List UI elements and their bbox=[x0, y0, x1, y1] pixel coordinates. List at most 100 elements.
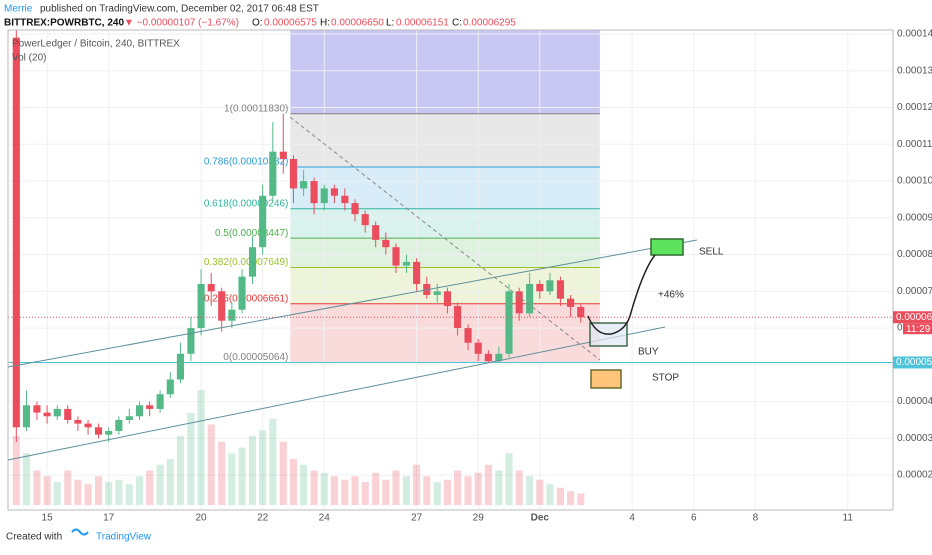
candle-body bbox=[176, 353, 184, 380]
candle-body bbox=[361, 214, 369, 226]
volume-bar bbox=[433, 482, 441, 505]
candle-body bbox=[289, 159, 298, 189]
fib-label: 0.618(0.00009246) bbox=[204, 198, 289, 209]
candle-body bbox=[413, 261, 421, 284]
volume-bar bbox=[372, 472, 380, 505]
volume-bar bbox=[156, 464, 164, 505]
y-tick-label: 0.00011000 bbox=[897, 139, 932, 150]
volume-bar bbox=[269, 418, 277, 505]
footer-created: Created with bbox=[6, 532, 62, 543]
h-label: H: bbox=[320, 18, 330, 29]
candle-body bbox=[341, 195, 349, 204]
h-value: 0.00006650 bbox=[331, 18, 384, 29]
candle-body bbox=[556, 280, 564, 299]
volume-bar bbox=[53, 482, 61, 505]
volume-bar bbox=[33, 470, 41, 505]
volume-bar bbox=[423, 476, 431, 505]
candle-body bbox=[74, 419, 82, 424]
drawings bbox=[7, 116, 698, 461]
volume-bar bbox=[238, 447, 246, 505]
author[interactable]: Merrie bbox=[4, 4, 33, 15]
x-tick-label: 8 bbox=[753, 513, 759, 524]
symbol: BITTREX:POWRBTC, 240 bbox=[4, 18, 124, 29]
volume-bar bbox=[197, 390, 205, 505]
fib-label: 0.5(0.00008447) bbox=[215, 228, 288, 239]
volume-bar bbox=[259, 430, 267, 505]
candle-body bbox=[279, 151, 287, 160]
upper-channel bbox=[7, 239, 698, 368]
candle-body bbox=[115, 419, 123, 431]
volume-bar bbox=[135, 476, 144, 505]
x-tick-label: 6 bbox=[691, 513, 697, 524]
x-tick-label: 11 bbox=[843, 513, 854, 524]
volume-bar bbox=[402, 476, 411, 505]
candle-body bbox=[43, 412, 51, 417]
volume-bar bbox=[361, 482, 369, 505]
volume-bar bbox=[351, 476, 359, 505]
candle-body bbox=[33, 405, 41, 413]
fib-zone bbox=[290, 113, 600, 168]
candle-body bbox=[526, 283, 534, 314]
volume-bar bbox=[567, 491, 575, 505]
candle-body bbox=[259, 195, 267, 248]
candle-body bbox=[515, 291, 523, 314]
volume-bar bbox=[413, 464, 421, 505]
volume-bar bbox=[84, 484, 92, 505]
fib-zone bbox=[290, 167, 600, 209]
y-tick-label: 0.00007000 bbox=[897, 286, 932, 297]
last-price-label: 0.00006295 bbox=[896, 312, 932, 323]
candle-body bbox=[269, 151, 277, 196]
candle-body bbox=[135, 405, 144, 417]
fib-label: 0.786(0.00010382) bbox=[204, 157, 289, 168]
y-tick-label: 0.00008000 bbox=[897, 249, 932, 260]
sell-box bbox=[650, 238, 684, 256]
candle-body bbox=[454, 306, 462, 329]
candle-body bbox=[567, 298, 575, 307]
volume-bar bbox=[166, 459, 174, 505]
footer-brand[interactable]: TradingView bbox=[96, 532, 152, 543]
y-tick-label: 0.00003000 bbox=[897, 433, 932, 444]
fib-base-label: 0.00005064 bbox=[896, 357, 932, 368]
candle-body bbox=[392, 247, 400, 266]
fib-zone bbox=[290, 303, 600, 363]
candle-body bbox=[577, 306, 585, 318]
y-tick-label: 0.00014000 bbox=[897, 29, 932, 40]
candle-body bbox=[156, 394, 164, 409]
fib-base-tag bbox=[893, 356, 932, 369]
candle-body bbox=[125, 416, 133, 420]
candle-body bbox=[12, 37, 20, 428]
volume-bar bbox=[382, 479, 390, 505]
chart-title: PowerLedger / Bitcoin, 240, BITTREX bbox=[12, 39, 180, 50]
brand-icon bbox=[71, 528, 89, 536]
x-tick-label: 20 bbox=[196, 513, 208, 524]
volume-bar bbox=[105, 482, 113, 505]
candle-body bbox=[474, 342, 482, 354]
candle-body bbox=[402, 261, 411, 266]
volume-bar bbox=[464, 476, 472, 505]
candle-body bbox=[238, 276, 246, 310]
volume-bar bbox=[12, 436, 20, 505]
y-tick-label: 0.00010000 bbox=[897, 176, 932, 187]
fib-label: 0.236(0.00006661) bbox=[204, 293, 289, 304]
volume-bar bbox=[94, 476, 103, 505]
candle-body bbox=[22, 405, 31, 428]
candle-body bbox=[464, 328, 472, 343]
volume-bar bbox=[228, 453, 236, 505]
gain-label: +46% bbox=[658, 290, 684, 301]
candle-body bbox=[495, 353, 503, 362]
volume-bar bbox=[115, 479, 123, 505]
o-value: 0.00006575 bbox=[264, 18, 317, 29]
y-tick-label: 0.00009000 bbox=[897, 212, 932, 223]
candle-body bbox=[330, 188, 338, 196]
candle-body bbox=[320, 188, 328, 204]
candle-body bbox=[310, 181, 318, 204]
volume-bar bbox=[74, 479, 82, 505]
volume-bar bbox=[484, 464, 492, 505]
buy-label: BUY bbox=[638, 347, 659, 358]
stop-box bbox=[590, 369, 622, 389]
volume-bar bbox=[22, 453, 31, 505]
lower-channel bbox=[7, 326, 666, 461]
x-tick-label: 17 bbox=[103, 513, 115, 524]
candle-body bbox=[382, 239, 390, 248]
